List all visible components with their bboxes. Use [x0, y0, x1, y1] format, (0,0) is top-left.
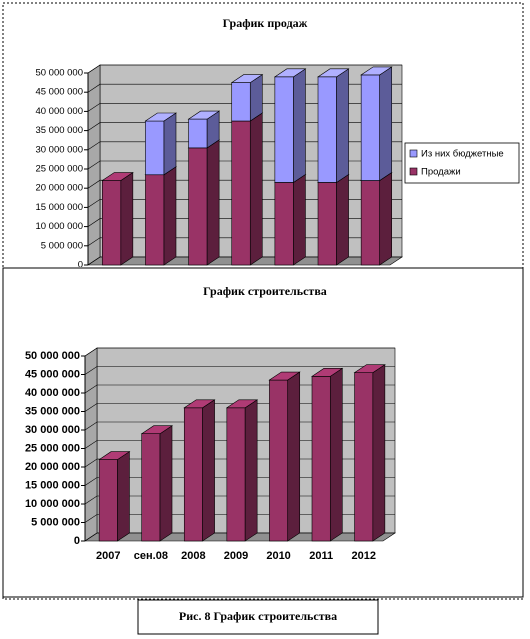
y-tick-label: 45 000 000 — [35, 87, 83, 98]
construction-chart: График строительства 0 5 000 000 10 000 00… — [25, 284, 396, 562]
bar — [231, 120, 251, 266]
bar — [360, 180, 381, 266]
grid-line — [84, 347, 395, 357]
y-tick-label: 20 000 000 — [35, 183, 83, 194]
bar-side — [244, 399, 258, 542]
legend-label: Продажи — [421, 167, 461, 178]
y-tick-label: 10 000 000 — [35, 221, 83, 232]
bar — [145, 120, 165, 176]
bar-top — [183, 399, 216, 409]
bar-side — [249, 112, 263, 266]
bar-side — [379, 171, 393, 266]
bar — [141, 433, 161, 542]
y-tick-label: 50 000 000 — [35, 68, 83, 79]
chart-title: График продаж — [223, 16, 308, 30]
caption-box — [137, 599, 379, 635]
bar — [188, 147, 208, 266]
bar — [317, 76, 337, 183]
bar — [317, 182, 337, 266]
x-tick-label: 2012 — [351, 550, 375, 562]
bar — [354, 372, 374, 542]
bar — [188, 118, 208, 149]
bar-side — [120, 171, 134, 266]
y-tick-label: 30 000 000 — [25, 424, 80, 436]
y-tick-label: 30 000 000 — [35, 144, 83, 155]
bar-top — [140, 425, 174, 435]
y-tick-label: 20 000 000 — [25, 461, 80, 473]
y-tick-label: 40 000 000 — [35, 106, 83, 117]
grid-line — [87, 64, 402, 74]
bar-side — [336, 173, 349, 266]
bar-side — [287, 371, 301, 542]
bar-top — [101, 172, 134, 181]
y-tick-label: 10 000 000 — [25, 498, 80, 510]
bar — [274, 76, 294, 183]
chart2-frame — [2, 267, 524, 598]
bar — [226, 407, 246, 542]
bar — [101, 180, 122, 266]
bar — [269, 379, 289, 542]
sales-chart: График продаж 0 5 000 000 10 000 000 15 000… — [35, 16, 520, 271]
bar-side — [117, 451, 130, 542]
bar — [231, 82, 251, 122]
bar-top — [268, 371, 301, 381]
y-tick-label: 35 000 000 — [35, 125, 83, 136]
bar — [360, 74, 381, 181]
y-tick-label: 40 000 000 — [25, 387, 80, 399]
bar-side — [293, 173, 306, 266]
x-tick-label: 2009 — [224, 550, 248, 562]
legend-label: Из них бюджетные — [421, 149, 504, 160]
y-tick-label: 35 000 000 — [25, 405, 80, 417]
grid-line — [84, 366, 395, 375]
bar-side — [336, 68, 349, 184]
x-tick-label: сен.08 — [134, 550, 168, 562]
legend-box — [404, 142, 520, 184]
chart-title: График строительства — [203, 284, 327, 298]
y-tick-label: 15 000 000 — [25, 479, 80, 491]
x-tick-label: 2011 — [309, 550, 333, 562]
bar-side — [163, 166, 177, 266]
bar — [183, 407, 203, 542]
x-tick-label: 2008 — [181, 550, 205, 562]
x-tick-label: 2010 — [266, 550, 290, 562]
y-tick-label: 25 000 000 — [25, 442, 80, 454]
bar-top — [98, 451, 131, 460]
caption: Рис. 8 График строительства — [179, 609, 337, 623]
bar — [311, 376, 331, 542]
bar-top — [225, 399, 259, 409]
bar-side — [202, 399, 215, 542]
legend-swatch — [409, 167, 418, 176]
bar-side — [163, 112, 177, 176]
bar-side — [293, 68, 306, 184]
bar — [145, 174, 165, 266]
y-tick-label: 45 000 000 — [25, 368, 80, 380]
y-tick-label: 5 000 000 — [31, 516, 80, 528]
bar-side — [206, 139, 220, 266]
bar-side — [159, 425, 173, 542]
bar-side — [379, 66, 393, 182]
bar-top — [144, 112, 177, 122]
y-tick-label: 0 — [74, 535, 80, 547]
bar-top — [317, 68, 350, 78]
legend-swatch — [409, 149, 418, 158]
bar-side — [372, 364, 386, 542]
bar — [98, 459, 118, 542]
bar — [274, 182, 294, 266]
y-tick-label: 25 000 000 — [35, 164, 83, 175]
bar-top — [187, 110, 221, 120]
bar-top — [360, 66, 393, 76]
x-tick-label: 2007 — [96, 550, 120, 562]
y-tick-label: 0 — [78, 260, 83, 271]
y-tick-label: 50 000 000 — [25, 350, 80, 362]
bar-top — [273, 68, 307, 78]
bar-side — [329, 367, 343, 542]
bar-top — [353, 364, 386, 373]
bar-top — [230, 74, 264, 83]
y-tick-label: 5 000 000 — [41, 240, 83, 251]
bar-top — [310, 368, 344, 377]
y-tick-label: 15 000 000 — [35, 202, 83, 213]
